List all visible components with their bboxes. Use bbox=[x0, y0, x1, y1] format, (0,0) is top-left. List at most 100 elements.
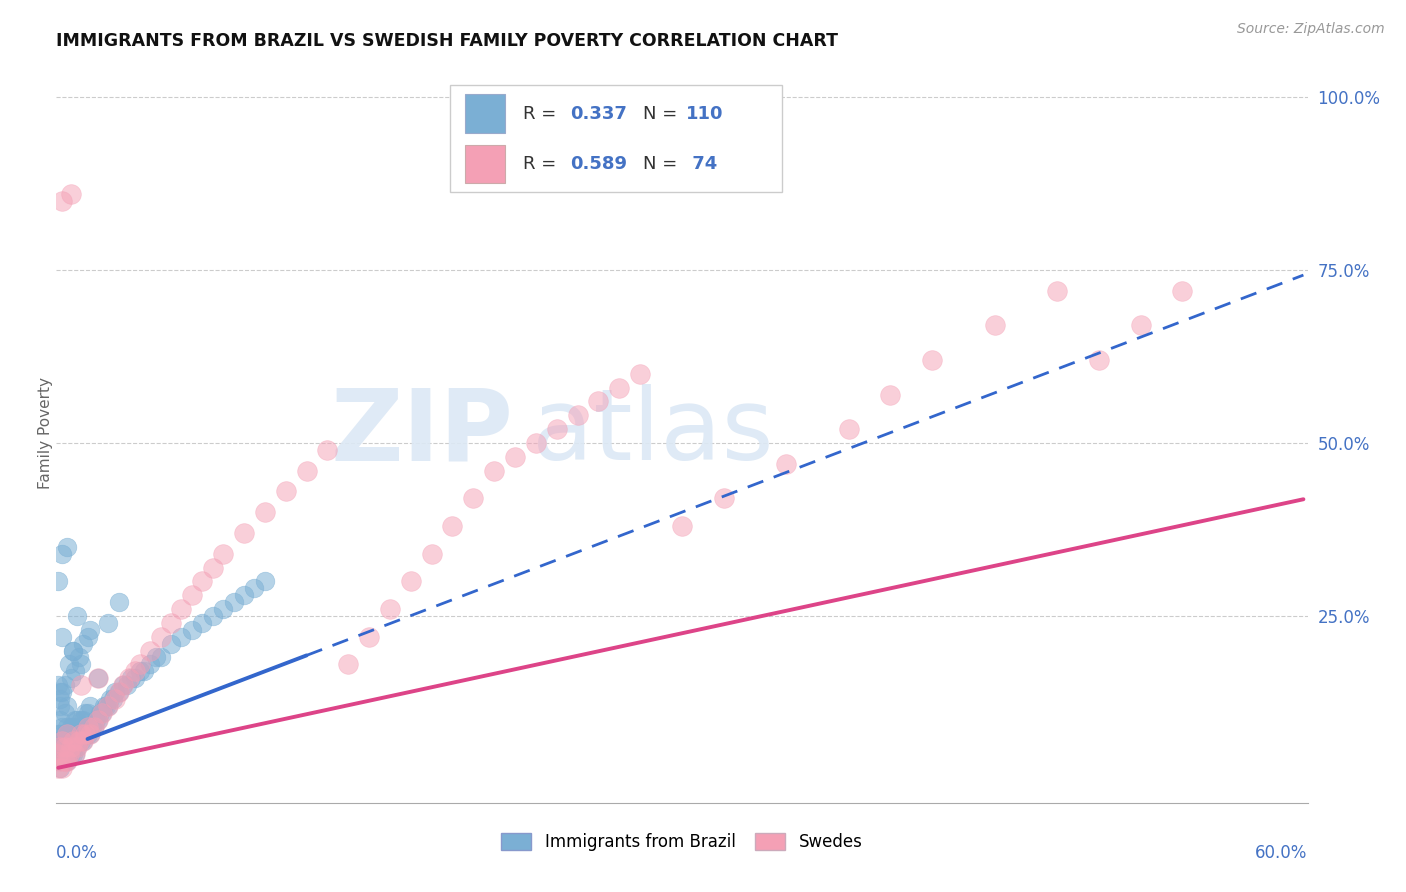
Point bbox=[1129, 318, 1152, 333]
Point bbox=[108, 685, 131, 699]
Point bbox=[120, 671, 142, 685]
Point bbox=[160, 615, 183, 630]
Point bbox=[253, 505, 276, 519]
Point bbox=[83, 720, 105, 734]
Point bbox=[1046, 284, 1069, 298]
Point bbox=[51, 630, 73, 644]
Point bbox=[100, 692, 122, 706]
Text: R =: R = bbox=[523, 155, 562, 173]
Text: 0.0%: 0.0% bbox=[56, 844, 98, 862]
Point bbox=[101, 692, 124, 706]
Point bbox=[63, 747, 86, 762]
Point bbox=[97, 698, 120, 713]
Point bbox=[58, 733, 80, 747]
Point bbox=[49, 733, 72, 747]
Point bbox=[49, 740, 72, 755]
Point bbox=[337, 657, 360, 672]
Point bbox=[118, 671, 141, 685]
Point bbox=[91, 706, 114, 720]
Point bbox=[55, 754, 77, 768]
Point bbox=[72, 713, 94, 727]
Point bbox=[70, 713, 93, 727]
FancyBboxPatch shape bbox=[465, 95, 506, 133]
Point bbox=[46, 754, 69, 768]
Point bbox=[139, 657, 162, 672]
Point bbox=[58, 657, 80, 672]
Point bbox=[463, 491, 485, 506]
Point bbox=[53, 740, 76, 755]
Point bbox=[180, 588, 202, 602]
Point bbox=[49, 754, 72, 768]
Point bbox=[128, 657, 150, 672]
Point bbox=[53, 754, 76, 768]
Y-axis label: Family Poverty: Family Poverty bbox=[38, 376, 52, 489]
Point bbox=[111, 678, 134, 692]
Point bbox=[51, 747, 73, 762]
Point bbox=[79, 698, 101, 713]
Point bbox=[1171, 284, 1194, 298]
Point bbox=[51, 733, 73, 747]
FancyBboxPatch shape bbox=[465, 145, 506, 184]
Point bbox=[378, 602, 401, 616]
Point bbox=[67, 720, 90, 734]
Point bbox=[46, 761, 69, 775]
Point bbox=[713, 491, 735, 506]
FancyBboxPatch shape bbox=[450, 85, 782, 192]
Point bbox=[66, 609, 89, 624]
Point bbox=[76, 720, 98, 734]
Point bbox=[984, 318, 1007, 333]
Point bbox=[59, 747, 82, 762]
Point bbox=[399, 574, 422, 589]
Point bbox=[59, 186, 82, 201]
Point bbox=[66, 713, 89, 727]
Point bbox=[75, 706, 97, 720]
Point bbox=[53, 706, 76, 720]
Point bbox=[84, 713, 107, 727]
Point bbox=[58, 726, 80, 740]
Point bbox=[51, 720, 73, 734]
Point bbox=[96, 698, 118, 713]
Point bbox=[628, 367, 651, 381]
Point bbox=[62, 643, 84, 657]
Point bbox=[108, 595, 131, 609]
Point bbox=[46, 574, 69, 589]
Point bbox=[420, 547, 443, 561]
Text: 0.589: 0.589 bbox=[571, 155, 627, 173]
Point bbox=[79, 726, 101, 740]
Point bbox=[115, 678, 138, 692]
Point bbox=[201, 609, 224, 624]
Point bbox=[201, 560, 224, 574]
Point bbox=[170, 602, 193, 616]
Point bbox=[191, 615, 214, 630]
Point bbox=[67, 733, 90, 747]
Point bbox=[503, 450, 526, 464]
Point bbox=[149, 630, 172, 644]
Point bbox=[49, 692, 72, 706]
Point bbox=[160, 637, 183, 651]
Point bbox=[879, 387, 901, 401]
Point bbox=[59, 720, 82, 734]
Point bbox=[93, 698, 115, 713]
Point bbox=[55, 754, 77, 768]
Point bbox=[75, 726, 97, 740]
Point bbox=[91, 706, 114, 720]
Point bbox=[53, 678, 76, 692]
Point bbox=[51, 761, 73, 775]
Point bbox=[49, 726, 72, 740]
Point bbox=[59, 671, 82, 685]
Point bbox=[97, 615, 120, 630]
Point bbox=[66, 726, 89, 740]
Point bbox=[212, 602, 235, 616]
Point bbox=[76, 726, 98, 740]
Point bbox=[124, 665, 146, 679]
Point bbox=[59, 733, 82, 747]
Point bbox=[62, 733, 84, 747]
Point bbox=[46, 747, 69, 762]
Point bbox=[55, 740, 77, 755]
Point bbox=[49, 747, 72, 762]
Point bbox=[49, 685, 72, 699]
Point bbox=[775, 457, 797, 471]
Point bbox=[76, 630, 98, 644]
Point bbox=[111, 678, 134, 692]
Point bbox=[609, 381, 631, 395]
